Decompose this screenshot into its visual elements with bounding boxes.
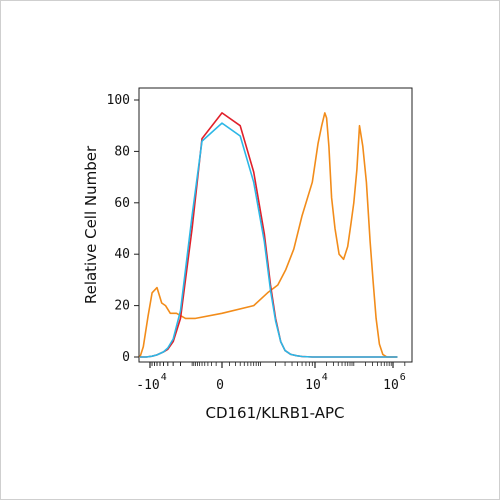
y-tick-label: 100: [107, 93, 130, 108]
x-tick-exponent: 4: [322, 372, 328, 383]
x-tick-label: 0: [216, 378, 224, 393]
x-axis-title: CD161/KLRB1-APC: [205, 404, 344, 422]
x-tick-exponent: 4: [161, 372, 167, 383]
y-axis: 0 20 40 60 80 100: [107, 93, 139, 365]
y-tick-label: 40: [114, 247, 130, 262]
series-line-0: [139, 112, 398, 358]
series-layer: [139, 112, 398, 358]
x-tick-label: 10: [305, 378, 321, 393]
y-tick-label: 80: [114, 144, 130, 159]
x-tick-exponent: 6: [400, 372, 406, 383]
y-tick-label: 0: [122, 350, 130, 365]
x-tick-label: 10: [383, 378, 399, 393]
y-tick-label: 20: [114, 299, 130, 314]
y-tick-label: 60: [114, 196, 130, 211]
x-tick-label: -10: [136, 378, 159, 393]
y-axis-title: Relative Cell Number: [82, 145, 100, 304]
series-line-2: [140, 122, 398, 358]
